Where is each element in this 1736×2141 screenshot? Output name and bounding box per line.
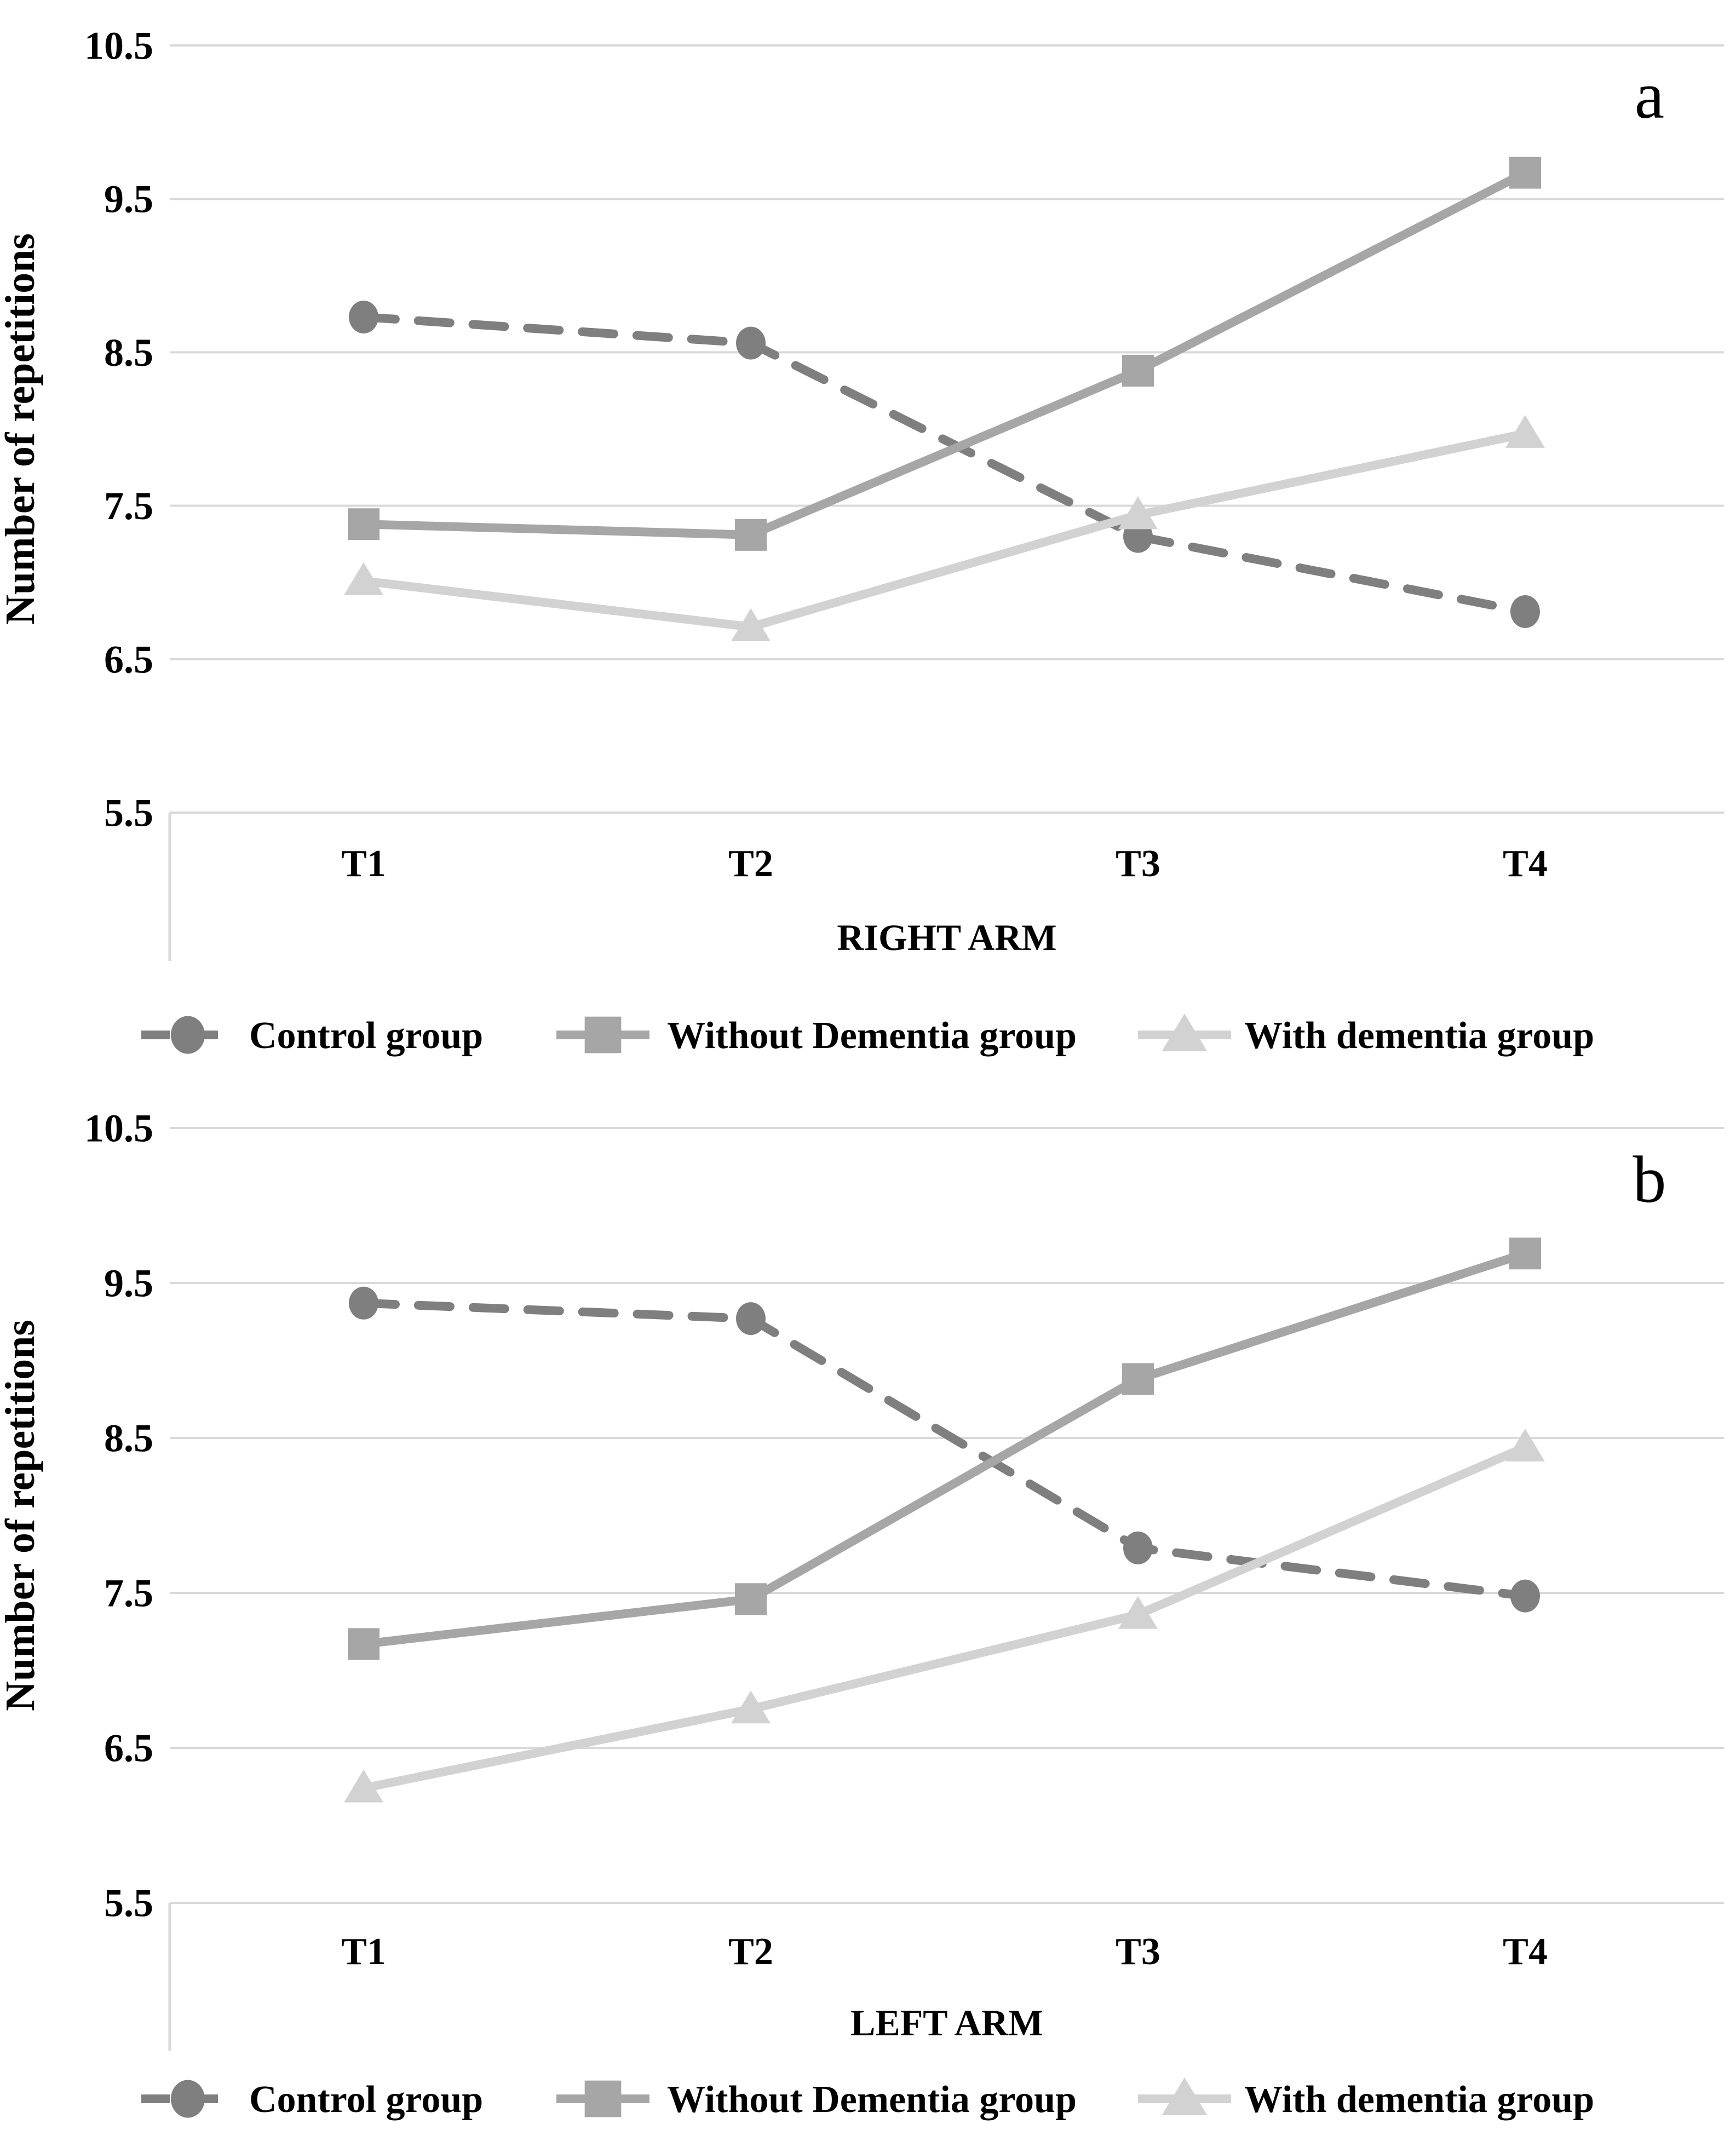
y-tick-label: 8.5: [104, 1416, 153, 1460]
data-point-without-dementia-group-t1: [348, 1628, 380, 1660]
data-point-with-dementia-group-t3: [1118, 496, 1158, 530]
y-tick-label: 5.5: [104, 791, 153, 834]
data-point-control-group-t2: [736, 1302, 766, 1336]
series-line-without-dementia-group: [359, 1249, 1530, 1649]
legend-item-control-group: Control group: [141, 2079, 483, 2121]
data-point-with-dementia-group-t4: [1505, 1428, 1545, 1461]
x-axis-title: LEFT ARM: [850, 2002, 1043, 2044]
data-point-without-dementia-group-t4: [1509, 1238, 1541, 1270]
x-tick-label: T1: [341, 1931, 386, 1973]
series-line-control-group: [359, 312, 1530, 616]
legend-label-without-dementia-group: Without Dementia group: [667, 1015, 1077, 1057]
x-tick-label: T2: [728, 1931, 773, 1973]
data-point-with-dementia-group-t1: [344, 1769, 383, 1803]
x-tick-label: T4: [1503, 843, 1548, 885]
y-tick-label: 9.5: [104, 1261, 153, 1305]
data-point-without-dementia-group-t3: [1122, 355, 1154, 387]
chart-panel-b: 10.5 9.5 8.5 7.5 6.5 5.5 Number of repetitions…: [0, 1106, 1724, 2121]
panel-letter: b: [1633, 1143, 1666, 1217]
series-line-with-dementia-group: [359, 429, 1530, 632]
y-tick-label: 10.5: [84, 24, 153, 67]
legend-item-without-dementia-group: Without Dementia group: [556, 2079, 1077, 2121]
y-tick-label: 7.5: [104, 1571, 153, 1615]
legend-marker-with-dementia-group: [1162, 2077, 1208, 2115]
x-tick-label: T1: [341, 843, 386, 885]
y-axis-title: Number of repetitions: [0, 233, 43, 625]
y-tick-label: 7.5: [104, 484, 153, 528]
x-tick-label: T3: [1116, 1931, 1160, 1973]
data-point-with-dementia-group-t4: [1505, 415, 1545, 448]
data-point-with-dementia-group-t3: [1118, 1596, 1158, 1629]
legend-item-without-dementia-group: Without Dementia group: [556, 1015, 1077, 1057]
data-point-control-group-t4: [1510, 595, 1540, 628]
data-point-without-dementia-group-t2: [735, 519, 767, 551]
legend-marker-control-group: [170, 2080, 205, 2118]
data-point-control-group-t1: [349, 300, 378, 333]
legend-label-control-group: Control group: [249, 2079, 483, 2121]
chart-panel-a: 10.5 9.5 8.5 7.5 6.5 5.5 Number of repetitions…: [0, 24, 1724, 1057]
x-tick-label: T2: [728, 843, 773, 885]
legend-label-without-dementia-group: Without Dementia group: [667, 2079, 1077, 2121]
legend-marker-with-dementia-group: [1162, 1013, 1208, 1051]
legend-label-with-dementia-group: With dementia group: [1244, 1015, 1594, 1057]
x-tick-label: T3: [1116, 843, 1160, 885]
y-tick-label: 5.5: [104, 1881, 153, 1925]
data-point-control-group-t1: [349, 1286, 378, 1320]
legend-label-control-group: Control group: [249, 1015, 483, 1057]
legend-label-with-dementia-group: With dementia group: [1244, 2079, 1594, 2121]
series-line-control-group: [359, 1298, 1530, 1601]
data-point-control-group-t2: [736, 326, 766, 360]
series-line-with-dementia-group: [359, 1442, 1530, 1793]
legend-marker-control-group: [170, 1016, 205, 1054]
legend-item-with-dementia-group: With dementia group: [1138, 2077, 1594, 2121]
y-tick-label: 6.5: [104, 637, 153, 681]
data-point-with-dementia-group-t2: [731, 608, 771, 641]
legend-item-with-dementia-group: With dementia group: [1138, 1013, 1594, 1057]
panel-letter: a: [1635, 59, 1664, 133]
data-point-control-group-t4: [1510, 1579, 1540, 1613]
y-tick-label: 6.5: [104, 1726, 153, 1770]
data-point-without-dementia-group-t1: [348, 508, 380, 540]
y-axis-title: Number of repetitions: [0, 1320, 43, 1711]
y-tick-label: 9.5: [104, 177, 153, 221]
legend-marker-without-dementia-group: [584, 1016, 622, 1054]
legend-marker-without-dementia-group: [584, 2080, 622, 2117]
data-point-without-dementia-group-t2: [735, 1583, 767, 1615]
data-point-without-dementia-group-t3: [1122, 1363, 1154, 1395]
data-point-with-dementia-group-t1: [344, 562, 383, 595]
data-point-without-dementia-group-t4: [1509, 157, 1541, 189]
data-point-with-dementia-group-t2: [731, 1690, 771, 1724]
x-tick-label: T4: [1503, 1931, 1548, 1973]
legend-item-control-group: Control group: [141, 1015, 483, 1057]
series-line-without-dementia-group: [359, 168, 1530, 539]
y-tick-label: 8.5: [104, 331, 153, 375]
y-tick-label: 10.5: [84, 1106, 153, 1150]
data-point-control-group-t3: [1123, 1531, 1153, 1564]
x-axis-title: RIGHT ARM: [837, 917, 1056, 958]
